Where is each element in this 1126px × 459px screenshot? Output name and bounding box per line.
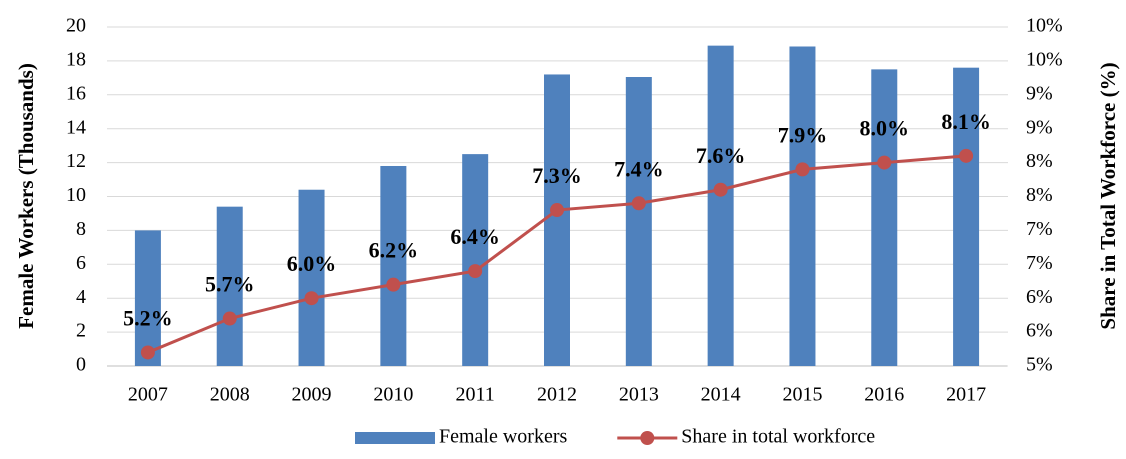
y-tick-label: 10 [66, 184, 86, 206]
y2-tick-label: 9% [1026, 82, 1053, 104]
bar [380, 165, 407, 366]
y2-tick-label: 10% [1026, 15, 1063, 37]
y-tick-label: 6 [76, 252, 86, 274]
y-tick-label: 16 [66, 82, 86, 104]
line-point [468, 264, 483, 279]
data-label: 6.2% [369, 238, 419, 263]
y-tick-label: 12 [66, 150, 86, 172]
y2-tick-label: 6% [1026, 286, 1053, 308]
y-axis-title: Female Workers (Thousands) [14, 63, 38, 329]
x-tick-label: 2009 [292, 384, 332, 406]
x-tick-label: 2013 [619, 384, 659, 406]
x-tick-label: 2008 [210, 384, 250, 406]
line-point [877, 155, 892, 170]
bar [134, 230, 161, 366]
x-tick-label: 2012 [537, 384, 577, 406]
y-tick-label: 8 [76, 218, 86, 240]
data-label: 7.3% [532, 163, 582, 188]
line-point [304, 291, 319, 306]
y-tick-label: 4 [76, 286, 86, 308]
data-label: 7.6% [696, 143, 746, 168]
y2-tick-label: 8% [1026, 150, 1053, 172]
legend-label: Female workers [439, 426, 568, 448]
x-tick-label: 2007 [128, 384, 168, 406]
x-tick-label: 2016 [864, 384, 904, 406]
data-label: 6.0% [287, 251, 337, 276]
y2-tick-label: 7% [1026, 252, 1053, 274]
bar [462, 154, 489, 366]
y-tick-label: 2 [76, 320, 86, 342]
y2-tick-label: 10% [1026, 48, 1063, 70]
bar [707, 45, 734, 367]
y2-axis-title: Share in Total Workforce (%) [1096, 62, 1120, 329]
line-point [222, 311, 237, 326]
data-label: 7.9% [778, 122, 828, 147]
data-label: 5.7% [205, 272, 255, 297]
legend-label: Share in total workforce [681, 426, 875, 448]
y2-tick-label: 9% [1026, 116, 1053, 138]
bar [216, 206, 243, 366]
x-tick-label: 2010 [373, 384, 413, 406]
y-tick-label: 20 [66, 15, 86, 37]
x-tick-label: 2017 [946, 384, 986, 406]
line-point [959, 148, 974, 163]
line-point [140, 345, 155, 360]
y2-tick-label: 6% [1026, 320, 1053, 342]
legend-swatch [355, 432, 435, 444]
y-tick-label: 14 [66, 116, 86, 138]
data-label: 6.4% [450, 224, 500, 249]
bar [871, 69, 898, 366]
y2-tick-label: 8% [1026, 184, 1053, 206]
y2-tick-label: 7% [1026, 218, 1053, 240]
bar [789, 46, 816, 367]
y-tick-label: 18 [66, 48, 86, 70]
data-label: 8.0% [860, 116, 910, 141]
line-point [795, 162, 810, 177]
x-tick-label: 2015 [782, 384, 822, 406]
line-point [550, 203, 564, 218]
legend-swatch [640, 431, 655, 445]
data-label: 8.1% [941, 109, 991, 134]
x-tick-label: 2014 [701, 384, 741, 406]
bar [298, 189, 325, 366]
line-point [386, 277, 401, 292]
bar [625, 77, 652, 366]
y-tick-label: 0 [76, 354, 86, 376]
y2-tick-label: 5% [1026, 354, 1053, 376]
bar [953, 67, 980, 367]
x-tick-label: 2011 [456, 384, 495, 406]
bar [544, 74, 570, 367]
data-label: 7.4% [614, 156, 664, 181]
line-point [713, 182, 728, 197]
data-label: 5.2% [123, 305, 173, 330]
line-point [631, 196, 646, 211]
